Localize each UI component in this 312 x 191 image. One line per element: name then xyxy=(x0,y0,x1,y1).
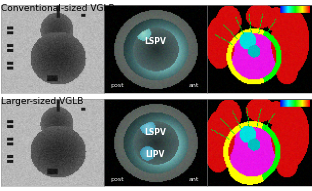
Text: LIPV: LIPV xyxy=(145,151,165,159)
Text: post: post xyxy=(111,83,124,88)
Text: ant: ant xyxy=(189,83,199,88)
Text: Conventional-sized VGLB: Conventional-sized VGLB xyxy=(1,4,114,13)
Text: LSPV: LSPV xyxy=(144,37,166,46)
Text: Larger-sized VGLB: Larger-sized VGLB xyxy=(1,97,83,106)
Text: ant: ant xyxy=(189,177,199,182)
Text: LSPV: LSPV xyxy=(144,128,166,137)
Text: post: post xyxy=(111,177,124,182)
